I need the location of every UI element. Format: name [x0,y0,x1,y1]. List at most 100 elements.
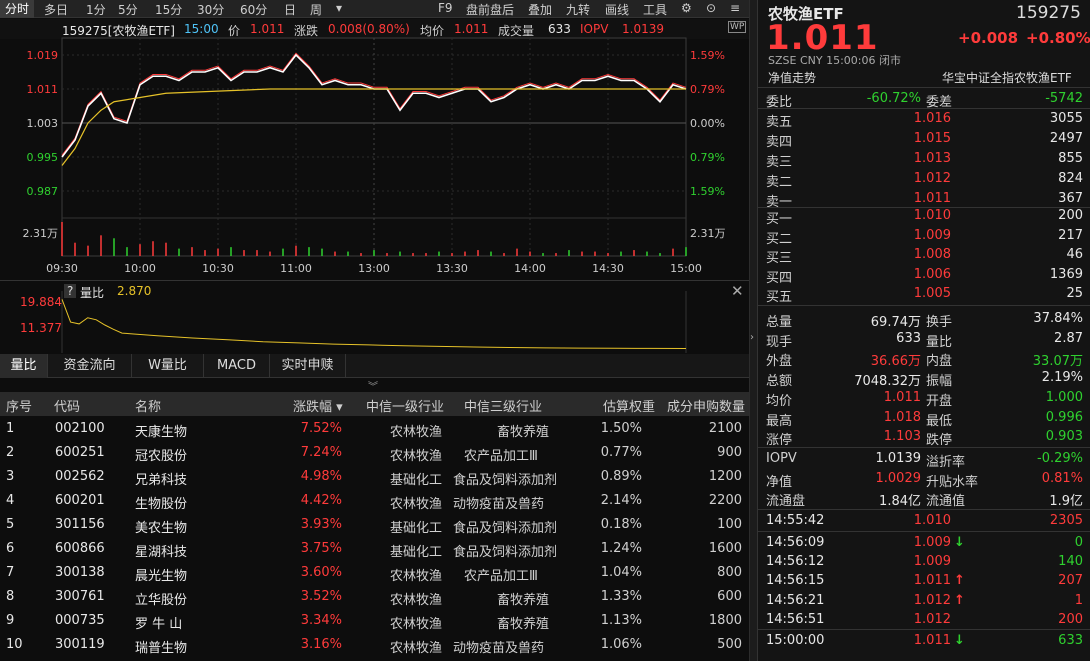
ask-row[interactable]: 卖五 1.016 3055 [758,109,1090,130]
toolbar-item-6[interactable]: 60分 [240,3,268,17]
tab-1[interactable]: 资金流向 [48,354,132,378]
close-icon[interactable]: ✕ [731,282,744,300]
toolbar-item-2[interactable]: 1分 [86,3,106,17]
toolbar-item-15[interactable]: 工具 [643,3,668,17]
cell-2: 生物股份 [135,497,188,512]
cell-6: 1.33% [600,589,642,604]
ask-volume: 824 [1058,171,1083,186]
tab-4[interactable]: 实时申赎 [270,354,346,378]
cell-4: 农林牧渔 [390,569,443,584]
expand-chevron-icon[interactable]: ︾ [368,382,378,393]
collapse-arrow-icon[interactable]: › [750,332,754,343]
col-header-5[interactable]: 中信三级行业 [464,400,543,415]
bid-price: 1.010 [913,208,951,223]
tick-price: 1.012 [913,611,951,627]
tick-volume: 0 [1074,535,1083,550]
toolbar-item-7[interactable]: 日 [284,3,297,17]
bid-row[interactable]: 买四 1.006 1369 [758,265,1090,286]
toolbar-item-12[interactable]: 叠加 [528,3,553,17]
x-label: 10:30 [202,262,234,275]
cell-4: 农林牧渔 [390,449,443,464]
etf-label: 净值 [766,474,793,490]
bid-price: 1.006 [913,266,951,282]
toolbar-item-0[interactable]: 分时 [0,0,35,18]
toolbar-item-13[interactable]: 九转 [566,3,591,17]
ask-row[interactable]: 卖三 1.013 855 [758,149,1090,170]
security-name: 159275[农牧渔ETF] [62,24,175,38]
bid-row[interactable]: 买一 1.010 200 [758,206,1090,227]
cell-4: 农林牧渔 [390,641,443,656]
bid-row[interactable]: 买五 1.005 25 [758,284,1090,305]
etf-label: 流通值 [926,494,966,509]
col-header-7[interactable]: 成分申购数量 [667,400,746,415]
toolbar-item-11[interactable]: 盘前盘后 [466,3,515,17]
tick-volume: 140 [1058,554,1083,570]
cell-3: 7.52% [300,421,342,436]
nav-trend-link[interactable]: 净值走势 [768,71,817,85]
table-row[interactable]: 4 600201 生物股份 4.42% 农林牧渔 动物疫苗及兽药 2.14% 2200 [0,489,749,513]
price-line [61,53,687,158]
menu-icon[interactable]: ≡ [730,1,741,15]
help-icon[interactable]: ? [64,284,77,298]
cell-5: 食品及饲料添加剂 [453,473,558,488]
etf-value: 1.9亿 [1049,494,1083,509]
col-header-0[interactable]: 序号 [6,400,33,415]
table-row[interactable]: 5 301156 美农生物 3.93% 基础化工 食品及饲料添加剂 0.18% 100 [0,513,749,537]
intraday-chart: 1.019 1.59% 1.011 0.79% 1.003 0.00% 0.995 0.79%… [23,37,726,275]
tick-time: 14:56:09 [766,535,825,550]
col-header-4[interactable]: 中信一级行业 [366,400,445,415]
table-row[interactable]: 9 000735 罗 牛 山 3.34% 农林牧渔 畜牧养殖 1.13% 1800 [0,609,749,633]
panel-splitter[interactable]: › [749,0,757,661]
stat-label: 最低 [926,413,953,429]
toolbar-item-8[interactable]: 周 [310,3,323,17]
toolbar-item-9[interactable]: ▾ [336,1,343,15]
toolbar-item-5[interactable]: 30分 [197,3,225,17]
col-header-2[interactable]: 名称 [135,400,162,415]
cell-3: 3.60% [300,565,342,580]
tab-0[interactable]: 量比 [0,354,48,378]
avg-value: 1.011 [454,22,489,36]
table-row[interactable]: 10 300119 瑞普生物 3.16% 农林牧渔 动物疫苗及兽药 1.06% 500 [0,633,749,657]
price-value: 1.011 [250,22,285,36]
cell-1: 600201 [55,493,105,508]
bid-row[interactable]: 买三 1.008 46 [758,245,1090,266]
toolbar-item-14[interactable]: 画线 [605,3,630,17]
table-row[interactable]: 6 600866 星湖科技 3.75% 基础化工 食品及饲料添加剂 1.24% 1600 [0,537,749,561]
col-header-1[interactable]: 代码 [54,400,81,415]
y-left-label: 0.987 [27,185,59,198]
cell-2: 兄弟科技 [135,473,188,488]
tab-2[interactable]: W量比 [132,354,204,378]
sub-indicator-name: 量比 [80,286,105,300]
ask-row[interactable]: 卖二 1.012 824 [758,169,1090,190]
stat-label: 内盘 [926,354,953,370]
gear-icon[interactable]: ⚙ [681,1,692,15]
cell-1: 600251 [55,445,105,460]
cell-6: 0.18% [600,517,642,532]
table-row[interactable]: 2 600251 冠农股份 7.24% 农林牧渔 农产品加工Ⅲ 0.77% 900 [0,441,749,465]
y-right-label: 1.59% [690,49,725,62]
bid-row[interactable]: 买二 1.009 217 [758,226,1090,247]
wp-icon[interactable]: WP [728,21,747,33]
ask-row[interactable]: 卖一 1.011 367 [758,189,1090,210]
table-row[interactable]: 1 002100 天康生物 7.52% 农林牧渔 畜牧养殖 1.50% 2100 [0,417,749,441]
toolbar-item-4[interactable]: 15分 [155,3,183,17]
cell-7: 800 [717,565,742,580]
cell-2: 瑞普生物 [135,641,188,656]
period-toolbar: 分时 多日 1分 5分 15分 30分 60分 日周 ▾ F9 盘前盘后 叠加 九转 画线 工具 ⚙ ⊙ ≡ [0,0,749,18]
tab-3[interactable]: MACD [204,354,270,378]
cell-1: 002100 [55,421,105,436]
stat-value: 2.87 [1054,330,1083,346]
table-row[interactable]: 3 002562 兄弟科技 4.98% 基础化工 食品及饲料添加剂 0.89% 1200 [0,465,749,489]
col-header-6[interactable]: 估算权重 [603,400,656,415]
toolbar-item-10[interactable]: F9 [438,1,453,15]
cell-3: 3.16% [300,637,342,652]
search-icon[interactable]: ⊙ [706,1,717,15]
col-header-3[interactable]: 涨跌幅 ▾ [293,400,343,415]
toolbar-item-1[interactable]: 多日 [44,3,69,17]
table-row[interactable]: 8 300761 立华股份 3.52% 农林牧渔 畜牧养殖 1.33% 600 [0,585,749,609]
y-left-label: 1.003 [27,117,59,130]
toolbar-item-3[interactable]: 5分 [118,3,138,17]
ask-row[interactable]: 卖四 1.015 2497 [758,129,1090,150]
table-row[interactable]: 7 300138 晨光生物 3.60% 农林牧渔 农产品加工Ⅲ 1.04% 800 [0,561,749,585]
stat-label: 量比 [926,334,953,350]
